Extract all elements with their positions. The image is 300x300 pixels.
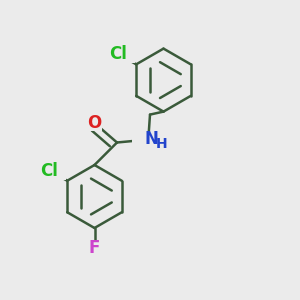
Text: Cl: Cl bbox=[40, 161, 58, 179]
Text: N: N bbox=[144, 130, 158, 148]
Text: Cl: Cl bbox=[110, 45, 128, 63]
Bar bbox=[33, 161, 66, 179]
Text: O: O bbox=[87, 114, 102, 132]
Bar bbox=[132, 132, 159, 148]
Bar bbox=[87, 116, 102, 130]
Bar bbox=[87, 241, 102, 256]
Bar bbox=[102, 45, 135, 63]
Text: F: F bbox=[89, 239, 100, 257]
Text: H: H bbox=[156, 137, 168, 151]
